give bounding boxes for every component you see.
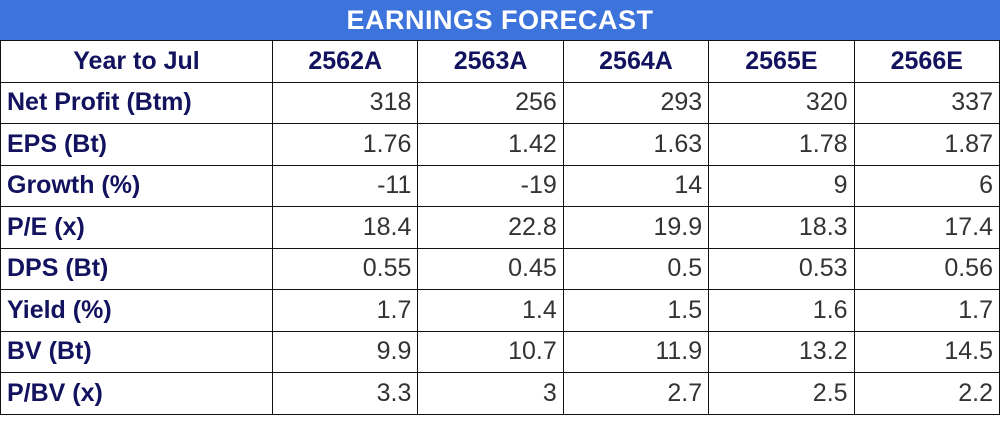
cell: 293 [562, 81, 710, 124]
cell: 22.8 [417, 206, 564, 249]
row-label: Growth (%) [0, 164, 273, 207]
cell: 1.63 [562, 123, 710, 166]
cell: 3 [417, 372, 564, 415]
cell: -19 [417, 164, 564, 207]
cell: 0.45 [417, 247, 564, 290]
table-row: P/BV (x) 3.3 3 2.7 2.5 2.2 [0, 372, 1000, 415]
cell: 0.53 [708, 247, 855, 290]
cell: 1.6 [708, 289, 855, 332]
cell: 17.4 [853, 206, 1000, 249]
cell: 3.3 [271, 372, 419, 415]
table-row: Yield (%) 1.7 1.4 1.5 1.6 1.7 [0, 289, 1000, 332]
cell: 1.4 [417, 289, 564, 332]
cell: 1.78 [708, 123, 855, 166]
cell: 1.7 [271, 289, 419, 332]
cell: 1.76 [271, 123, 419, 166]
table-row: EPS (Bt) 1.76 1.42 1.63 1.78 1.87 [0, 123, 1000, 166]
cell: 0.5 [562, 247, 710, 290]
cell: 2.2 [853, 372, 1000, 415]
cell: 14 [562, 164, 710, 207]
forecast-table: Year to Jul 2562A 2563A 2564A 2565E 2566E Net… [0, 40, 1000, 415]
table-row: DPS (Bt) 0.55 0.45 0.5 0.53 0.56 [0, 247, 1000, 290]
cell: 13.2 [708, 330, 855, 373]
panel-title: EARNINGS FORECAST [0, 0, 1000, 40]
cell: 18.3 [708, 206, 855, 249]
row-label: Yield (%) [0, 289, 273, 332]
cell: 318 [271, 81, 419, 124]
row-label: Net Profit (Btm) [0, 81, 273, 124]
cell: 1.42 [417, 123, 564, 166]
header-row: Year to Jul 2562A 2563A 2564A 2565E 2566E [0, 40, 1000, 83]
row-label: DPS (Bt) [0, 247, 273, 290]
table-row: Net Profit (Btm) 318 256 293 320 337 [0, 81, 1000, 124]
cell: 2.5 [708, 372, 855, 415]
cell: 337 [853, 81, 1000, 124]
column-header: 2564A [562, 40, 710, 83]
row-label: BV (Bt) [0, 330, 273, 373]
column-header: 2563A [417, 40, 564, 83]
row-label: P/E (x) [0, 206, 273, 249]
cell: 320 [708, 81, 855, 124]
cell: -11 [271, 164, 419, 207]
column-header: 2565E [708, 40, 855, 83]
cell: 11.9 [562, 330, 710, 373]
column-header: 2566E [853, 40, 1000, 83]
column-header: 2562A [271, 40, 419, 83]
cell: 6 [853, 164, 1000, 207]
cell: 18.4 [271, 206, 419, 249]
cell: 0.56 [853, 247, 1000, 290]
cell: 1.5 [562, 289, 710, 332]
cell: 14.5 [853, 330, 1000, 373]
cell: 0.55 [271, 247, 419, 290]
cell: 256 [417, 81, 564, 124]
cell: 9.9 [271, 330, 419, 373]
table-row: P/E (x) 18.4 22.8 19.9 18.3 17.4 [0, 206, 1000, 249]
cell: 1.87 [853, 123, 1000, 166]
row-label: EPS (Bt) [0, 123, 273, 166]
cell: 2.7 [562, 372, 710, 415]
cell: 9 [708, 164, 855, 207]
cell: 10.7 [417, 330, 564, 373]
cell: 1.7 [853, 289, 1000, 332]
table-row: BV (Bt) 9.9 10.7 11.9 13.2 14.5 [0, 330, 1000, 373]
cell: 19.9 [562, 206, 710, 249]
row-label: P/BV (x) [0, 372, 273, 415]
table-row: Growth (%) -11 -19 14 9 6 [0, 164, 1000, 207]
column-header: Year to Jul [0, 40, 273, 83]
